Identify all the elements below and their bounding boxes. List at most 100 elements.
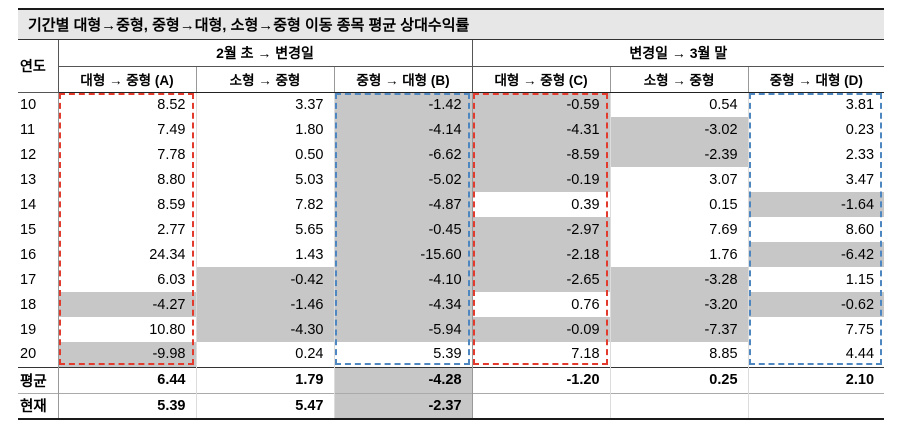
value-cell: -4.27 (57, 292, 196, 317)
year-label: 현재 (18, 392, 59, 419)
col-header-mid-to-large-d: 중형 → 대형 (D) (747, 66, 885, 93)
value-cell: 8.80 (57, 167, 196, 192)
value-cell: -2.65 (471, 267, 611, 292)
value-cell: 0.24 (195, 342, 334, 367)
value-cell: -6.62 (333, 142, 473, 167)
value-cell: 7.69 (609, 217, 749, 242)
col-header-mid-to-large-b: 중형 → 대형 (B) (333, 66, 473, 93)
value-cell: -4.31 (471, 117, 611, 142)
value-cell: 1.76 (609, 242, 749, 267)
relative-returns-table: 연도 2월 초 → 변경일 변경일 → 3월 말 대형 → 중형 (A) 소형 … (18, 40, 885, 420)
group-header-change-to-march: 변경일 → 3월 말 (471, 40, 885, 67)
table-row-17: 17 6.03 -0.42 -4.10 -2.65 -3.28 1.15 (18, 267, 885, 292)
value-cell: 5.39 (333, 342, 473, 367)
table-row-19: 19 10.80 -4.30 -5.94 -0.09 -7.37 7.75 (18, 317, 885, 342)
value-cell: 0.23 (747, 117, 885, 142)
value-cell: 0.54 (609, 92, 749, 117)
year-column-header: 연도 (18, 40, 59, 93)
year-label: 13 (18, 167, 59, 192)
table-row-18: 18 -4.27 -1.46 -4.34 0.76 -3.20 -0.62 (18, 292, 885, 317)
year-label: 10 (18, 92, 59, 117)
table-row-15: 15 2.77 5.65 -0.45 -2.97 7.69 8.60 (18, 217, 885, 242)
value-cell: 1.79 (195, 366, 334, 393)
value-cell: -0.42 (195, 267, 334, 292)
table-row-average: 평균 6.44 1.79 -4.28 -1.20 0.25 2.10 (18, 366, 885, 393)
table-row-12: 12 7.78 0.50 -6.62 -8.59 -2.39 2.33 (18, 142, 885, 167)
table-row-20: 20 -9.98 0.24 5.39 7.18 8.85 4.44 (18, 342, 885, 367)
value-cell (471, 392, 611, 419)
table-row-13: 13 8.80 5.03 -5.02 -0.19 3.07 3.47 (18, 167, 885, 192)
table-container: 기간별 대형→중형, 중형→대형, 소형→중형 이동 종목 평균 상대수익률 연… (18, 8, 885, 420)
value-cell: 8.85 (609, 342, 749, 367)
col-header-large-to-mid-a: 대형 → 중형 (A) (57, 66, 196, 93)
value-cell: -2.18 (471, 242, 611, 267)
value-cell: -0.62 (747, 292, 885, 317)
value-cell: -1.42 (333, 92, 473, 117)
value-cell: -4.34 (333, 292, 473, 317)
value-cell: 0.76 (471, 292, 611, 317)
year-label: 20 (18, 342, 59, 367)
year-label: 18 (18, 292, 59, 317)
col-header-large-to-mid-c: 대형 → 중형 (C) (471, 66, 611, 93)
year-label: 16 (18, 242, 59, 267)
table-title: 기간별 대형→중형, 중형→대형, 소형→중형 이동 종목 평균 상대수익률 (18, 8, 884, 40)
value-cell: -0.19 (471, 167, 611, 192)
col-header-small-to-mid-2: 소형 → 중형 (609, 66, 749, 93)
value-cell: -6.42 (747, 242, 885, 267)
value-cell: -4.28 (333, 366, 473, 393)
value-cell: -1.20 (471, 366, 611, 393)
value-cell: -15.60 (333, 242, 473, 267)
value-cell: 5.39 (57, 392, 196, 419)
value-cell: 2.10 (747, 366, 885, 393)
value-cell: -3.20 (609, 292, 749, 317)
value-cell: 5.47 (195, 392, 334, 419)
value-cell: -8.59 (471, 142, 611, 167)
table-row-16: 16 24.34 1.43 -15.60 -2.18 1.76 -6.42 (18, 242, 885, 267)
value-cell: 0.25 (609, 366, 749, 393)
value-cell: 3.37 (195, 92, 334, 117)
value-cell: 7.49 (57, 117, 196, 142)
table-row-11: 11 7.49 1.80 -4.14 -4.31 -3.02 0.23 (18, 117, 885, 142)
year-label: 14 (18, 192, 59, 217)
value-cell: -1.46 (195, 292, 334, 317)
value-cell: -4.30 (195, 317, 334, 342)
value-cell: 8.60 (747, 217, 885, 242)
group-header-feb-to-change: 2월 초 → 변경일 (58, 40, 473, 67)
value-cell: 3.81 (747, 92, 885, 117)
value-cell: 5.65 (195, 217, 334, 242)
value-cell: -4.10 (333, 267, 473, 292)
value-cell: -5.94 (333, 317, 473, 342)
value-cell: 2.33 (747, 142, 885, 167)
value-cell: 6.44 (57, 366, 196, 393)
value-cell: 0.15 (609, 192, 749, 217)
value-cell: -0.45 (333, 217, 473, 242)
value-cell: -2.37 (333, 392, 473, 419)
value-cell: -5.02 (333, 167, 473, 192)
value-cell: 1.80 (195, 117, 334, 142)
value-cell: 0.50 (195, 142, 334, 167)
value-cell (609, 392, 749, 419)
value-cell: 24.34 (57, 242, 196, 267)
col-header-small-to-mid-1: 소형 → 중형 (195, 66, 334, 93)
value-cell: 10.80 (57, 317, 196, 342)
year-label: 19 (18, 317, 59, 342)
value-cell: 0.39 (471, 192, 611, 217)
value-cell: 7.18 (471, 342, 611, 367)
value-cell: -2.39 (609, 142, 749, 167)
value-cell: 8.59 (57, 192, 196, 217)
value-cell: 5.03 (195, 167, 334, 192)
year-label: 평균 (18, 366, 59, 393)
table-row-14: 14 8.59 7.82 -4.87 0.39 0.15 -1.64 (18, 192, 885, 217)
value-cell: -2.97 (471, 217, 611, 242)
value-cell: 8.52 (57, 92, 196, 117)
value-cell: 3.07 (609, 167, 749, 192)
value-cell: -3.28 (609, 267, 749, 292)
value-cell: -1.64 (747, 192, 885, 217)
table-row-current: 현재 5.39 5.47 -2.37 (18, 392, 885, 419)
value-cell: 7.75 (747, 317, 885, 342)
value-cell: 1.15 (747, 267, 885, 292)
value-cell: 7.82 (195, 192, 334, 217)
value-cell: 6.03 (57, 267, 196, 292)
value-cell: 7.78 (57, 142, 196, 167)
value-cell: 1.43 (195, 242, 334, 267)
